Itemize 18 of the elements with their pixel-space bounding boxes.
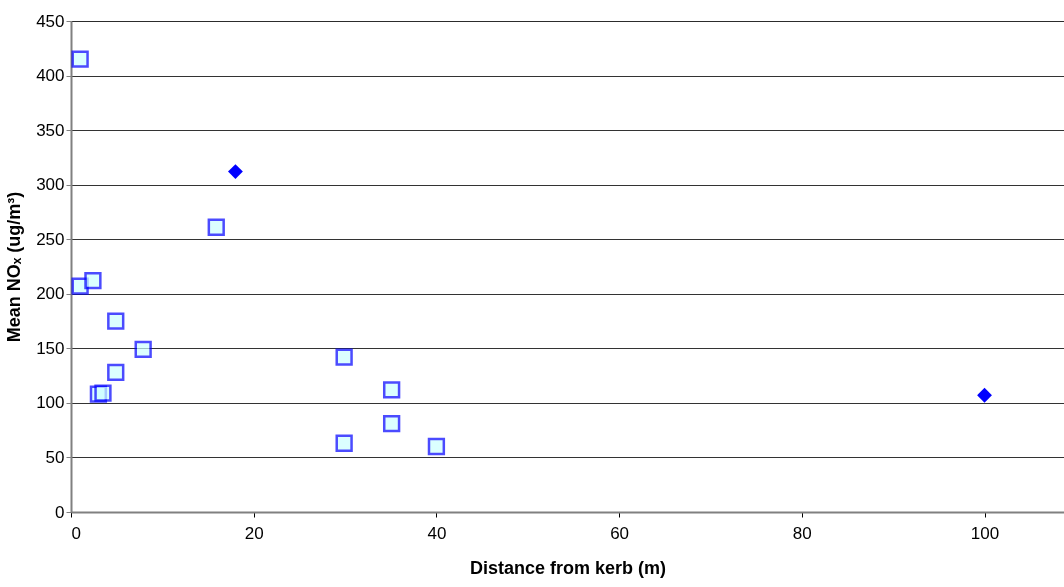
y-tick-label: 150 <box>36 338 65 358</box>
x-tick-label: 20 <box>244 523 264 543</box>
x-tick-label: 60 <box>610 523 630 543</box>
y-tick-label: 50 <box>45 447 65 467</box>
y-tick-label: 400 <box>36 66 65 86</box>
y-tick-label: 300 <box>36 175 65 195</box>
x-axis-title: Distance from kerb (m) <box>469 557 667 578</box>
y-tick-label: 350 <box>36 120 65 140</box>
y-tick-label: 450 <box>36 11 65 31</box>
y-axis-title: Mean NOₓ (ug/m³) <box>4 191 25 343</box>
y-tick-label: 200 <box>36 284 65 304</box>
y-tick-label: 0 <box>55 502 65 522</box>
y-tick-label: 100 <box>36 393 65 413</box>
x-tick-label: 0 <box>71 523 81 543</box>
x-tick-label: 80 <box>792 523 812 543</box>
x-tick-label: 100 <box>970 523 1000 543</box>
y-tick-label: 250 <box>36 229 65 249</box>
x-tick-label: 40 <box>427 523 447 543</box>
